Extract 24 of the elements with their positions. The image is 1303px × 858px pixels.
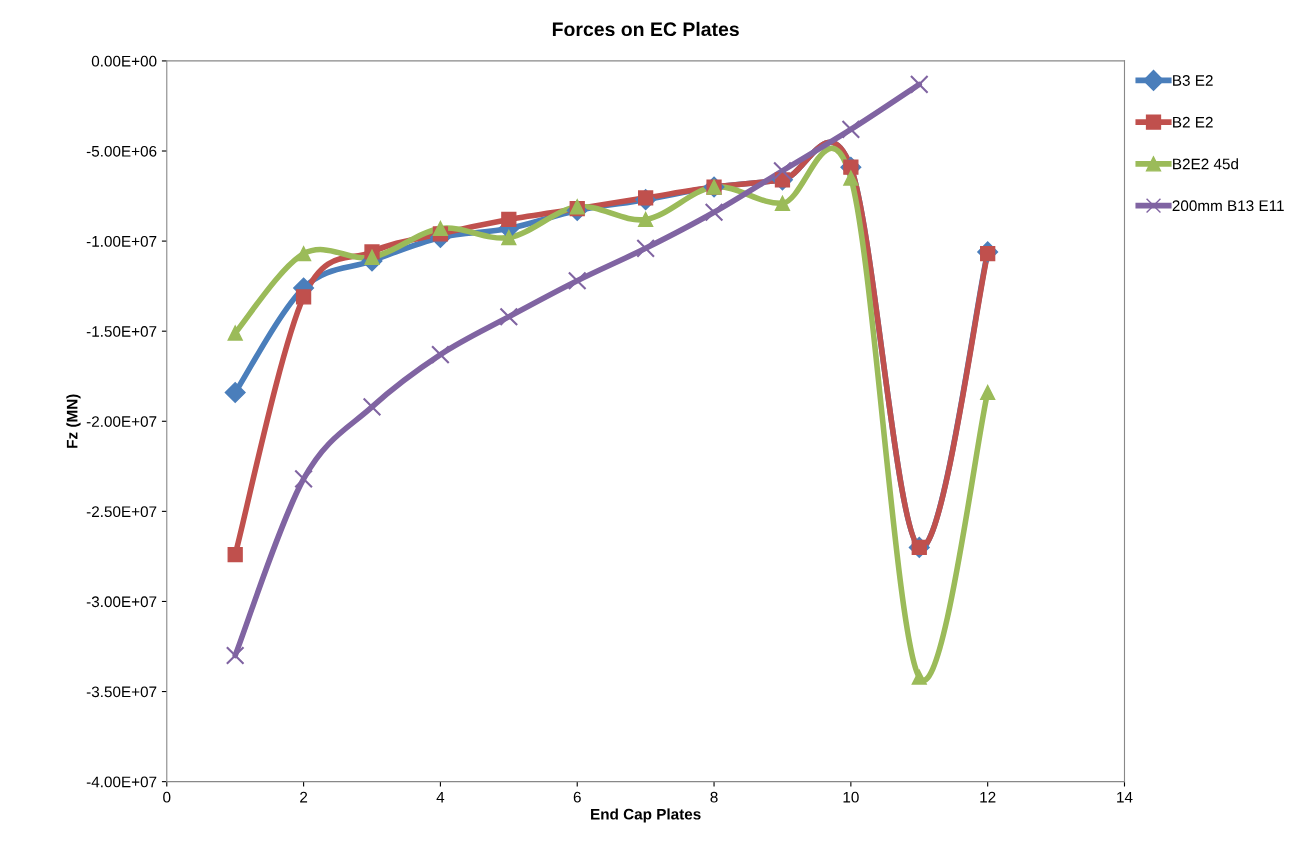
x-tick-label: 14 [1117,791,1133,803]
y-tick-label: -3.50E+07 [86,686,157,698]
x-tick-label: 10 [843,791,859,803]
x-tick-label: 0 [163,791,171,803]
chart-title: Forces on EC Plates [552,21,739,37]
x-tick-label: 2 [300,791,308,803]
x-axis-title: End Cap Plates [591,808,701,823]
legend-label: 200mm B13 E11 [1172,200,1284,212]
y-axis-title: Fz (MN) [66,394,81,448]
y-tick-label: -3.00E+07 [86,596,157,608]
x-tick-label: 8 [710,791,718,803]
y-tick-label: -1.00E+07 [86,235,157,247]
y-tick-label: -2.00E+07 [86,416,157,427]
legend-label: B2 E2 [1173,116,1213,128]
x-tick-label: 12 [980,791,996,803]
y-tick-label: -1.50E+07 [86,326,157,337]
y-tick-label: 0.00E+00 [91,55,157,67]
legend-label: B2E2 45d [1173,158,1238,170]
legend-label: B3 E2 [1173,75,1213,86]
x-tick-label: 4 [436,791,445,803]
y-tick-label: -4.00E+07 [86,776,157,788]
y-tick-label: -2.50E+07 [86,506,157,518]
y-tick-label: -5.00E+06 [86,145,157,157]
x-tick-label: 6 [573,791,581,803]
